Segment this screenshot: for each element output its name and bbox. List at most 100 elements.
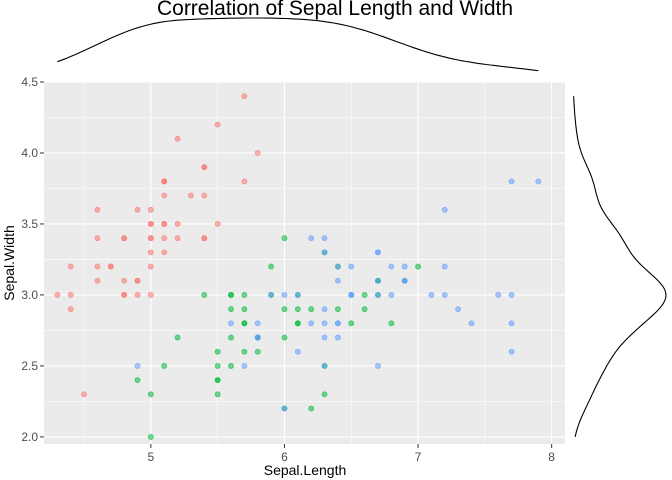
data-point (94, 206, 101, 213)
data-point (228, 292, 234, 298)
data-point (321, 391, 328, 398)
data-point (441, 263, 448, 270)
x-tick-label: 5 (148, 450, 155, 464)
data-point (134, 277, 141, 284)
data-point (67, 306, 74, 313)
right-marginal-density-curve (573, 96, 667, 438)
data-point (147, 235, 154, 242)
data-point (161, 221, 168, 227)
data-point (388, 320, 395, 327)
grid-lines (44, 81, 565, 444)
data-point (308, 306, 315, 313)
data-point (254, 320, 261, 327)
x-tick-label: 6 (281, 450, 288, 464)
data-point (361, 306, 368, 313)
data-point (281, 292, 288, 298)
data-point (508, 292, 515, 298)
data-point (107, 263, 114, 270)
data-point (67, 263, 74, 270)
data-point (375, 363, 381, 369)
data-point (241, 93, 248, 100)
data-point (294, 292, 301, 298)
data-point (321, 306, 328, 313)
data-point (281, 235, 288, 242)
data-point (268, 292, 275, 298)
data-point (375, 249, 381, 256)
y-tick-label: 2.5 (21, 359, 38, 373)
x-tick-label: 8 (548, 450, 555, 464)
x-axis-title: Sepal.Length (264, 462, 347, 478)
data-point (81, 391, 87, 398)
y-tick-label: 4.5 (21, 75, 38, 89)
y-tick-label: 3.0 (21, 288, 38, 302)
data-point (214, 377, 221, 384)
data-point (201, 192, 208, 199)
data-point (134, 292, 141, 298)
data-point (147, 434, 154, 440)
data-point (334, 306, 341, 313)
data-point (174, 135, 181, 142)
data-point (228, 334, 234, 341)
data-point (321, 320, 328, 327)
data-point (294, 320, 301, 327)
data-point (348, 292, 355, 298)
data-point (375, 277, 381, 284)
data-point (441, 206, 448, 213)
data-points (54, 93, 542, 440)
data-point (308, 405, 315, 412)
data-point (134, 377, 141, 384)
data-point (161, 235, 168, 242)
y-tick-label: 4.0 (21, 146, 38, 160)
data-point (241, 320, 248, 327)
data-point (94, 235, 101, 242)
data-point (375, 292, 381, 298)
data-point (201, 235, 208, 242)
x-tick-label: 7 (415, 450, 422, 464)
data-point (147, 249, 154, 256)
data-point (214, 391, 221, 398)
data-point (268, 263, 275, 270)
data-point (455, 306, 462, 313)
data-point (174, 235, 181, 242)
data-point (508, 178, 515, 185)
chart-title: Correlation of Sepal Length and Width (157, 0, 513, 20)
data-point (321, 363, 328, 369)
data-point (214, 121, 221, 128)
y-axis-title: Sepal.Width (1, 225, 17, 300)
y-tick-label: 3.5 (21, 217, 38, 231)
data-point (241, 363, 248, 369)
data-point (241, 178, 248, 185)
data-point (54, 292, 61, 298)
data-point (214, 363, 221, 369)
data-point (121, 235, 128, 242)
data-point (308, 235, 315, 242)
data-point (334, 277, 341, 284)
data-point (228, 363, 234, 369)
data-point (281, 405, 288, 412)
data-point (174, 221, 181, 227)
data-point (281, 306, 288, 313)
data-point (94, 277, 101, 284)
data-point (174, 334, 181, 341)
data-point (294, 348, 301, 355)
data-point (308, 320, 315, 327)
data-point (508, 320, 515, 327)
data-point (147, 292, 154, 298)
plot-panel (44, 82, 565, 444)
data-point (388, 292, 395, 298)
data-point (161, 363, 168, 369)
data-point (161, 178, 168, 185)
data-point (361, 292, 368, 298)
data-point (214, 348, 221, 355)
data-point (214, 221, 221, 227)
data-point (147, 206, 154, 213)
data-point (241, 292, 248, 298)
data-point (241, 348, 248, 355)
data-point (147, 391, 154, 398)
data-point (188, 192, 194, 199)
data-point (254, 334, 261, 341)
data-point (495, 292, 502, 298)
data-point (401, 263, 408, 270)
data-point (348, 320, 355, 327)
